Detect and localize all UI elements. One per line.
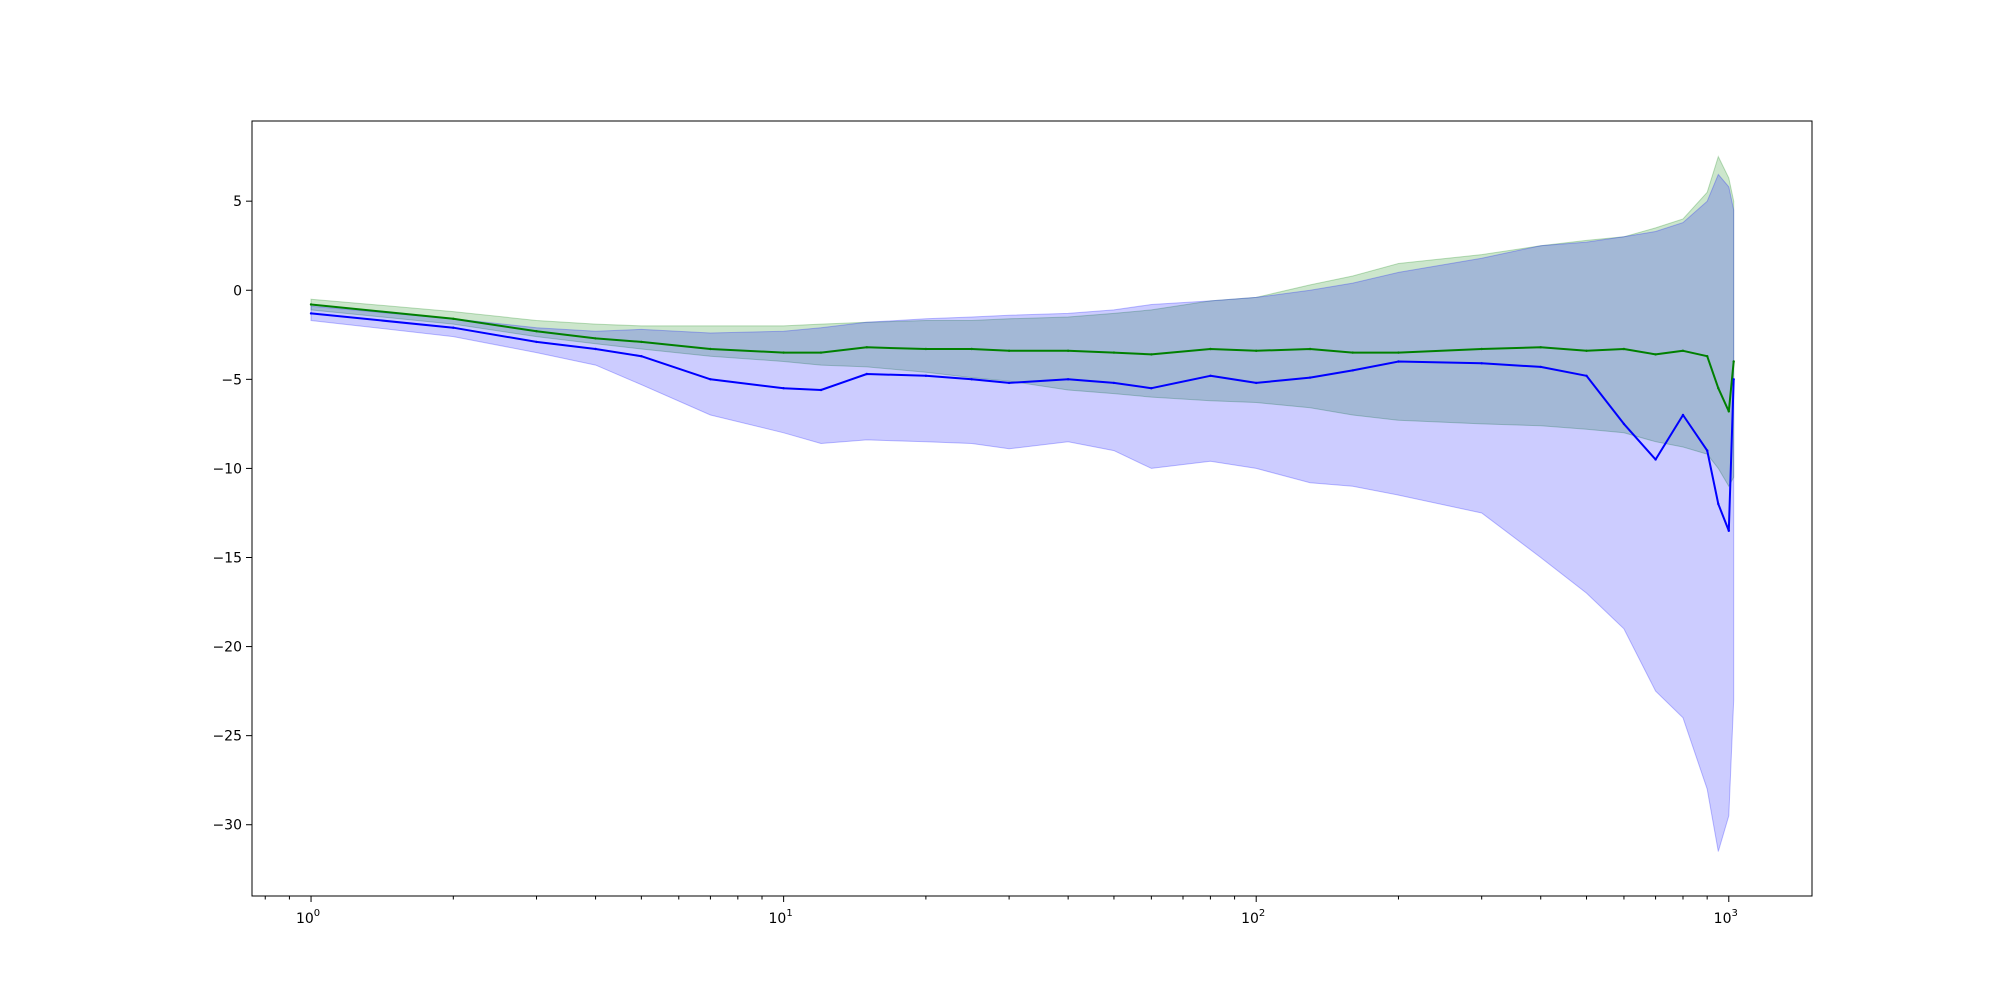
series-0-point — [1397, 351, 1400, 354]
series-0-point — [1150, 353, 1153, 356]
series-0-point — [1539, 346, 1542, 349]
series-0-point — [970, 347, 973, 351]
series-1-point — [819, 388, 823, 392]
series-1-point — [1351, 369, 1354, 372]
series-1-point — [970, 378, 973, 381]
series-1-point — [309, 312, 313, 315]
x-tick-exponent: 1 — [786, 908, 792, 919]
series-0-point — [1727, 410, 1731, 413]
series-1-point — [1681, 413, 1685, 417]
series-1-point — [1112, 381, 1116, 385]
series-1-point — [1480, 362, 1483, 365]
x-tick-exponent: 2 — [1259, 908, 1265, 919]
series-0-point — [594, 337, 597, 340]
series-0-point — [640, 340, 643, 344]
y-tick-label: −20 — [212, 640, 242, 656]
series-0-point — [1585, 349, 1588, 352]
series-1-point — [1585, 374, 1588, 377]
series-1-point — [865, 372, 868, 376]
series-1-point — [1308, 376, 1312, 379]
series-1-point — [1732, 378, 1735, 381]
series-1-point — [1066, 378, 1070, 381]
series-0-point — [535, 330, 538, 333]
series-0-point — [782, 351, 785, 354]
series-0-point — [1007, 349, 1011, 352]
series-0-line — [310, 303, 1735, 413]
series-0-point — [1308, 347, 1312, 351]
series-0-point — [924, 347, 928, 351]
series-1-point — [1717, 502, 1720, 506]
series-0-point — [865, 346, 868, 349]
series-1-point — [1706, 449, 1709, 452]
series-0-point — [1112, 351, 1116, 354]
series-0-point — [452, 317, 455, 320]
series-1-point — [709, 378, 712, 381]
series-1-point — [1539, 365, 1542, 369]
series-1-point — [1397, 360, 1400, 363]
series-1-point — [782, 387, 785, 390]
series-1-point — [1150, 387, 1153, 390]
series-0-point — [1717, 387, 1720, 390]
y-tick-label: 0 — [233, 283, 242, 299]
series-0-point — [709, 347, 712, 351]
y-tick-label: −10 — [212, 461, 242, 477]
series-1-point — [1654, 458, 1657, 461]
series-0-point — [1209, 347, 1212, 351]
series-1-line — [310, 312, 1735, 532]
series-1-point — [1727, 529, 1731, 532]
x-tick-exponent: 0 — [314, 908, 320, 919]
series-1-point — [535, 340, 538, 344]
y-tick-label: −15 — [212, 550, 242, 566]
series-0-point — [819, 351, 823, 354]
series-0-point — [1706, 355, 1709, 358]
y-tick-label: −30 — [212, 818, 242, 834]
y-tick-label: 5 — [233, 194, 242, 210]
series-0-point — [1681, 349, 1685, 352]
series-0-point — [1255, 349, 1258, 352]
series-lines — [309, 303, 1735, 532]
y-tick-label: −5 — [221, 372, 242, 388]
y-tick-label: −25 — [212, 729, 242, 745]
series-0-point — [1351, 351, 1354, 354]
series-1-point — [1255, 381, 1258, 385]
series-1-point — [640, 355, 643, 358]
series-1-point — [1209, 374, 1212, 377]
series-0-point — [1654, 353, 1657, 356]
series-1-point — [452, 326, 455, 329]
series-0-point — [309, 303, 313, 306]
series-0-band — [310, 155, 1735, 488]
series-0-point — [1732, 360, 1735, 363]
series-0-point — [1622, 347, 1626, 351]
series-1-point — [1007, 381, 1011, 385]
plot-frame — [251, 120, 1813, 897]
x-tick-exponent: 3 — [1732, 908, 1738, 919]
series-0-point — [1066, 349, 1070, 352]
series-1-point — [1622, 422, 1626, 426]
series-1-point — [924, 374, 928, 377]
series-0-point — [1480, 347, 1483, 351]
series-1-point — [594, 347, 597, 351]
